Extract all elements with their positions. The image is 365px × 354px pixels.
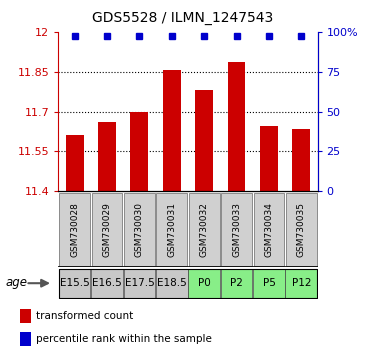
Text: GSM730031: GSM730031 xyxy=(167,202,176,257)
Text: age: age xyxy=(5,276,27,289)
Bar xyxy=(260,126,278,191)
Text: transformed count: transformed count xyxy=(36,311,134,321)
Bar xyxy=(285,269,317,298)
Text: GSM730028: GSM730028 xyxy=(70,202,79,257)
Bar xyxy=(98,122,116,191)
Bar xyxy=(221,269,253,298)
Text: P0: P0 xyxy=(198,278,211,287)
Bar xyxy=(156,193,187,266)
Text: P12: P12 xyxy=(292,278,311,287)
Text: GSM730033: GSM730033 xyxy=(232,202,241,257)
Text: P2: P2 xyxy=(230,278,243,287)
Bar xyxy=(92,193,122,266)
Text: E18.5: E18.5 xyxy=(157,278,187,287)
Bar xyxy=(221,193,252,266)
Text: percentile rank within the sample: percentile rank within the sample xyxy=(36,334,212,344)
Bar xyxy=(195,90,213,191)
Bar xyxy=(228,62,246,191)
Text: GSM730035: GSM730035 xyxy=(297,202,306,257)
Bar xyxy=(124,193,155,266)
Bar xyxy=(130,112,148,191)
Bar xyxy=(20,309,31,323)
Text: GSM730034: GSM730034 xyxy=(265,202,273,257)
Bar xyxy=(292,129,310,191)
Bar xyxy=(163,70,181,191)
Text: GSM730030: GSM730030 xyxy=(135,202,144,257)
Bar xyxy=(189,193,220,266)
Bar xyxy=(59,193,90,266)
Bar xyxy=(66,136,84,191)
Text: P5: P5 xyxy=(262,278,276,287)
Bar xyxy=(91,269,123,298)
Text: GSM730032: GSM730032 xyxy=(200,202,209,257)
Text: GDS5528 / ILMN_1247543: GDS5528 / ILMN_1247543 xyxy=(92,11,273,25)
Text: E17.5: E17.5 xyxy=(124,278,154,287)
Text: E16.5: E16.5 xyxy=(92,278,122,287)
Bar xyxy=(286,193,317,266)
Bar xyxy=(59,269,91,298)
Bar xyxy=(254,193,284,266)
Bar xyxy=(156,269,188,298)
Bar xyxy=(20,332,31,346)
Text: E15.5: E15.5 xyxy=(60,278,89,287)
Bar xyxy=(253,269,285,298)
Text: GSM730029: GSM730029 xyxy=(103,202,111,257)
Bar xyxy=(188,269,220,298)
Bar xyxy=(123,269,155,298)
